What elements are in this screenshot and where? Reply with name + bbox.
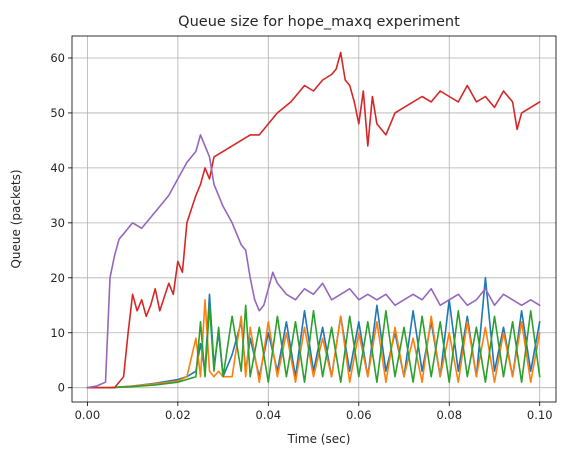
x-axis: 0.00 0.02 0.04 0.06 0.08 0.10: [75, 402, 553, 422]
y-tick-label: 20: [50, 271, 65, 285]
grid-lines: [72, 36, 556, 402]
y-tick-label: 30: [50, 216, 65, 230]
chart-title: Queue size for hope_maxq experiment: [178, 14, 460, 30]
y-tick-label: 10: [50, 326, 65, 340]
y-tick-label: 40: [50, 161, 65, 175]
series-line-3: [86, 304, 541, 389]
x-tick-label: 0.06: [346, 408, 372, 422]
x-tick-label: 0.04: [256, 408, 282, 422]
y-tick-label: 50: [50, 106, 65, 120]
y-tick-label: 60: [50, 51, 65, 65]
x-axis-label: Time (sec): [287, 432, 351, 446]
x-tick-label: 0.02: [165, 408, 191, 422]
x-tick-label: 0.10: [527, 408, 553, 422]
series-line-5: [86, 134, 541, 389]
y-axis-label: Queue (packets): [9, 169, 23, 268]
x-tick-label: 0.00: [75, 408, 101, 422]
x-tick-label: 0.08: [436, 408, 462, 422]
series-line-4: [86, 51, 541, 389]
series-line-2: [86, 298, 541, 389]
plot-frame: [71, 35, 557, 403]
y-axis: 0 10 20 30 40 50 60: [50, 51, 72, 395]
series-lines: [86, 51, 541, 389]
y-tick-label: 0: [58, 381, 65, 395]
